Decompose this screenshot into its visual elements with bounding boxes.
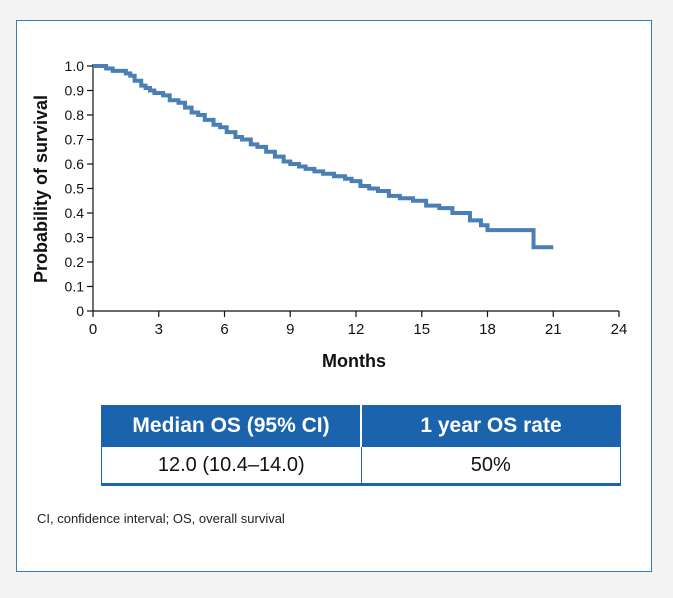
x-tick-label: 0	[89, 321, 97, 338]
chart-ticks: 0 3 6 9 12 15 18 21 24 0 0.1 0.2 0.3 0.4 0.5 0.6 0.7 0.8 0…	[65, 58, 628, 338]
table-row: 12.0 (10.4–14.0) 50%	[101, 446, 621, 486]
survival-chart: 0 3 6 9 12 15 18 21 24 0 0.1 0.2 0.3 0.4 0.5 0.6 0.7 0.8 0…	[31, 58, 628, 371]
x-tick-label: 24	[611, 321, 628, 338]
y-tick-label: 1.0	[65, 58, 85, 74]
os-summary-table: Median OS (95% CI) 1 year OS rate 12.0 (…	[101, 405, 621, 486]
y-tick-label: 0.2	[65, 254, 85, 270]
y-tick-label: 0.4	[65, 205, 85, 221]
y-tick-label: 0.8	[65, 107, 85, 123]
median-os-value: 12.0 (10.4–14.0)	[101, 446, 362, 486]
y-tick-label: 0.6	[65, 156, 85, 172]
one-year-os-value: 50%	[360, 446, 621, 486]
x-axis-label: Months	[322, 351, 386, 371]
x-tick-label: 9	[286, 321, 294, 338]
figure-panel: 0 3 6 9 12 15 18 21 24 0 0.1 0.2 0.3 0.4 0.5 0.6 0.7 0.8 0…	[16, 20, 652, 572]
y-tick-label: 0	[76, 303, 84, 319]
footnote: CI, confidence interval; OS, overall sur…	[37, 511, 285, 526]
x-tick-label: 21	[545, 321, 562, 338]
x-tick-label: 18	[479, 321, 496, 338]
y-tick-label: 0.5	[65, 181, 85, 197]
y-tick-label: 0.7	[65, 132, 85, 148]
x-tick-label: 3	[155, 321, 163, 338]
x-tick-label: 15	[413, 321, 430, 338]
y-tick-label: 0.1	[65, 279, 85, 295]
one-year-os-header: 1 year OS rate	[360, 405, 621, 447]
y-tick-label: 0.9	[65, 83, 85, 99]
x-tick-label: 12	[348, 321, 365, 338]
y-axis-label: Probability of survival	[31, 95, 51, 283]
y-tick-label: 0.3	[65, 230, 85, 246]
table-header-row: Median OS (95% CI) 1 year OS rate	[101, 405, 621, 447]
x-tick-label: 6	[220, 321, 228, 338]
median-os-header: Median OS (95% CI)	[101, 405, 362, 447]
survival-curve	[93, 64, 554, 250]
